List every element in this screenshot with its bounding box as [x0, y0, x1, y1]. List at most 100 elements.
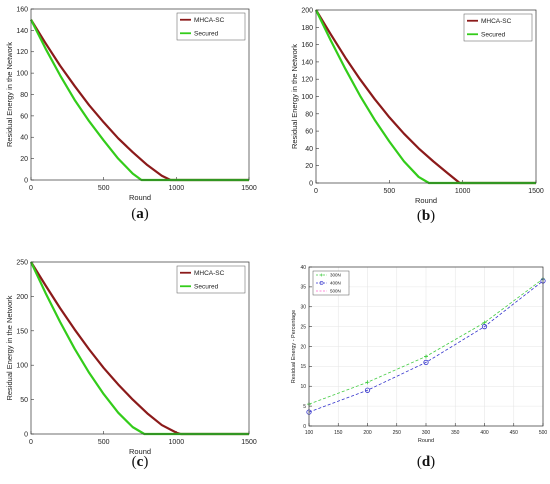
- y-tick-label: 35: [300, 285, 306, 291]
- x-tick-label: 0: [29, 439, 33, 446]
- y-tick-label: 25: [300, 324, 306, 330]
- series-line: [308, 280, 544, 413]
- y-tick-label: 200: [301, 7, 313, 14]
- y-tick-label: 50: [20, 397, 28, 404]
- y-tick-label: 60: [305, 129, 313, 136]
- panel-letter-char: b: [422, 208, 430, 224]
- x-tick-label: 500: [539, 430, 548, 436]
- panel-letter: (d): [417, 454, 435, 470]
- panel-letter-paren: ): [144, 206, 149, 222]
- legend-box: [176, 12, 246, 41]
- x-tick-label: 0: [29, 185, 33, 192]
- panel-letter-paren: ): [430, 454, 435, 470]
- y-tick-label: 100: [16, 363, 28, 370]
- x-axis-label: Round: [129, 193, 151, 202]
- y-tick-label: 80: [20, 92, 28, 99]
- y-tick-label: 15: [300, 364, 306, 370]
- panel-letter: (b): [417, 208, 435, 224]
- y-tick-label: 160: [301, 42, 313, 49]
- panel-letter-paren: (: [417, 454, 422, 470]
- legend-box: [312, 270, 350, 296]
- panel-letter-paren: (: [132, 454, 137, 470]
- series-line: [315, 9, 536, 185]
- y-tick-label: 10: [300, 384, 306, 390]
- x-axis-label: Round: [415, 196, 437, 205]
- y-tick-label: 140: [301, 59, 313, 66]
- y-tick-label: 0: [303, 424, 306, 430]
- x-tick-label: 500: [98, 439, 110, 446]
- y-axis-label: Residual Energy in the Network: [5, 42, 14, 147]
- y-tick-label: 0: [24, 177, 28, 184]
- y-axis-label: Residual Energy in the Network: [5, 295, 14, 400]
- legend-label: MHCA-SC: [194, 17, 225, 24]
- y-tick-label: 200: [16, 294, 28, 301]
- axes-frame: [30, 8, 250, 181]
- y-tick-label: 60: [20, 113, 28, 120]
- axes-frame: [315, 9, 537, 184]
- y-axis-label: Residual Energy in the Network: [290, 44, 299, 149]
- y-tick-label: 100: [301, 94, 313, 101]
- series-line: [30, 261, 249, 436]
- legend-label: Secured: [194, 284, 219, 291]
- panel-letter-paren: (: [417, 208, 422, 224]
- series-line: [315, 9, 536, 185]
- x-tick-label: 1000: [169, 439, 185, 446]
- series-line: [30, 19, 249, 182]
- legend: MHCA-SC Secured: [176, 12, 246, 41]
- y-tick-label: 40: [305, 146, 313, 153]
- y-tick-label: 160: [16, 6, 28, 13]
- x-tick-label: 500: [383, 188, 395, 195]
- panel-letter: (a): [131, 206, 149, 222]
- data-point: [423, 359, 429, 365]
- legend-label: 500N: [330, 289, 341, 294]
- y-tick-label: 250: [16, 259, 28, 266]
- x-tick-label: 1000: [455, 188, 471, 195]
- y-tick-label: 20: [305, 163, 313, 170]
- panel-letter-char: a: [136, 206, 144, 222]
- y-tick-label: 150: [16, 328, 28, 335]
- chart-panel-3: 0 500 1000 1500 0 50 100 150 200 250 Round Residual…: [5, 259, 257, 470]
- panel-letter-paren: (: [131, 206, 136, 222]
- data-point: [481, 324, 488, 330]
- data-point: [424, 354, 428, 359]
- x-tick-label: 1500: [241, 439, 257, 446]
- y-tick-label: 0: [24, 431, 28, 438]
- y-axis-label: Residual Energy - Percentage: [291, 310, 297, 383]
- chart-panel-4: 100 150 200 250 300 350 400 450 500 0 5 10 15 20 25 30 3…: [291, 265, 547, 470]
- data-point: [365, 380, 370, 385]
- y-tick-label: 20: [20, 156, 28, 163]
- legend: 300N 400N 500N: [312, 270, 350, 296]
- data-point: [482, 320, 487, 325]
- x-tick-label: 300: [422, 430, 431, 436]
- axes-frame: [30, 261, 250, 435]
- panel-letter-char: c: [137, 454, 144, 470]
- x-tick-label: 450: [510, 430, 519, 436]
- legend-marker: [320, 273, 323, 277]
- x-tick-label: 100: [305, 430, 314, 436]
- y-tick-label: 100: [16, 71, 28, 78]
- chart-panel-1: 0 500 1000 1500 0 20 40 60 80 100 120 140 160 Round Re…: [5, 6, 257, 222]
- y-tick-label: 40: [300, 265, 306, 271]
- legend-marker: [319, 281, 324, 285]
- y-tick-label: 0: [309, 180, 313, 187]
- y-tick-label: 20: [300, 344, 306, 350]
- series-line: [30, 19, 249, 182]
- legend-box: [176, 265, 246, 294]
- legend-box: [463, 13, 533, 42]
- y-tick-label: 80: [305, 111, 313, 118]
- x-axis-label: Round: [129, 447, 151, 456]
- data-point: [364, 387, 371, 393]
- y-tick-label: 140: [16, 28, 28, 35]
- x-axis-label: Round: [418, 438, 434, 444]
- y-tick-label: 180: [301, 25, 313, 32]
- legend-label: MHCA-SC: [194, 270, 225, 277]
- x-tick-label: 400: [480, 430, 489, 436]
- x-tick-label: 0: [314, 188, 318, 195]
- legend-label: MHCA-SC: [481, 18, 512, 25]
- series-line: [30, 261, 249, 436]
- panel-letter-char: d: [422, 454, 431, 470]
- legend: MHCA-SC Secured: [463, 13, 533, 42]
- x-tick-label: 500: [98, 185, 110, 192]
- y-tick-label: 40: [20, 135, 28, 142]
